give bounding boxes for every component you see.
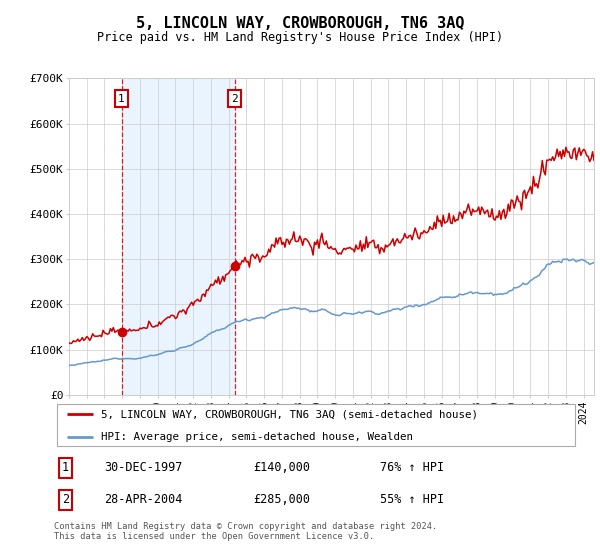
Text: 1: 1 [118, 94, 125, 104]
Bar [122, 78, 235, 395]
Text: £285,000: £285,000 [254, 493, 311, 506]
Text: 5, LINCOLN WAY, CROWBOROUGH, TN6 3AQ: 5, LINCOLN WAY, CROWBOROUGH, TN6 3AQ [136, 16, 464, 31]
Text: 2: 2 [62, 493, 69, 506]
Text: 2: 2 [231, 94, 238, 104]
Text: 5, LINCOLN WAY, CROWBOROUGH, TN6 3AQ (semi-detached house): 5, LINCOLN WAY, CROWBOROUGH, TN6 3AQ (se… [101, 409, 478, 419]
Text: £140,000: £140,000 [254, 461, 311, 474]
Text: Price paid vs. HM Land Registry's House Price Index (HPI): Price paid vs. HM Land Registry's House … [97, 31, 503, 44]
Text: 1: 1 [62, 461, 69, 474]
Text: 28-APR-2004: 28-APR-2004 [104, 493, 182, 506]
Text: Contains HM Land Registry data © Crown copyright and database right 2024.
This d: Contains HM Land Registry data © Crown c… [54, 522, 437, 542]
Text: 30-DEC-1997: 30-DEC-1997 [104, 461, 182, 474]
FancyBboxPatch shape [56, 404, 575, 446]
Text: 76% ↑ HPI: 76% ↑ HPI [380, 461, 443, 474]
Text: 55% ↑ HPI: 55% ↑ HPI [380, 493, 443, 506]
Text: HPI: Average price, semi-detached house, Wealden: HPI: Average price, semi-detached house,… [101, 432, 413, 441]
